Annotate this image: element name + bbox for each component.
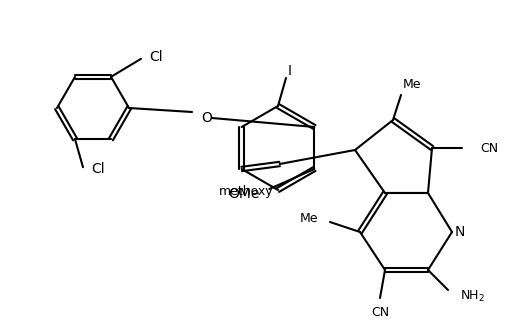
Text: Cl: Cl	[149, 50, 162, 64]
Text: Cl: Cl	[91, 162, 105, 176]
Text: methoxy: methoxy	[219, 184, 273, 197]
Text: O: O	[201, 111, 212, 125]
Text: N: N	[455, 225, 465, 239]
Text: Me: Me	[403, 79, 421, 91]
Text: Me: Me	[300, 212, 318, 224]
Text: CN: CN	[371, 306, 389, 318]
Text: I: I	[288, 64, 292, 78]
Text: OMe: OMe	[228, 187, 260, 201]
Text: CN: CN	[480, 142, 498, 154]
Text: NH$_2$: NH$_2$	[460, 288, 485, 304]
